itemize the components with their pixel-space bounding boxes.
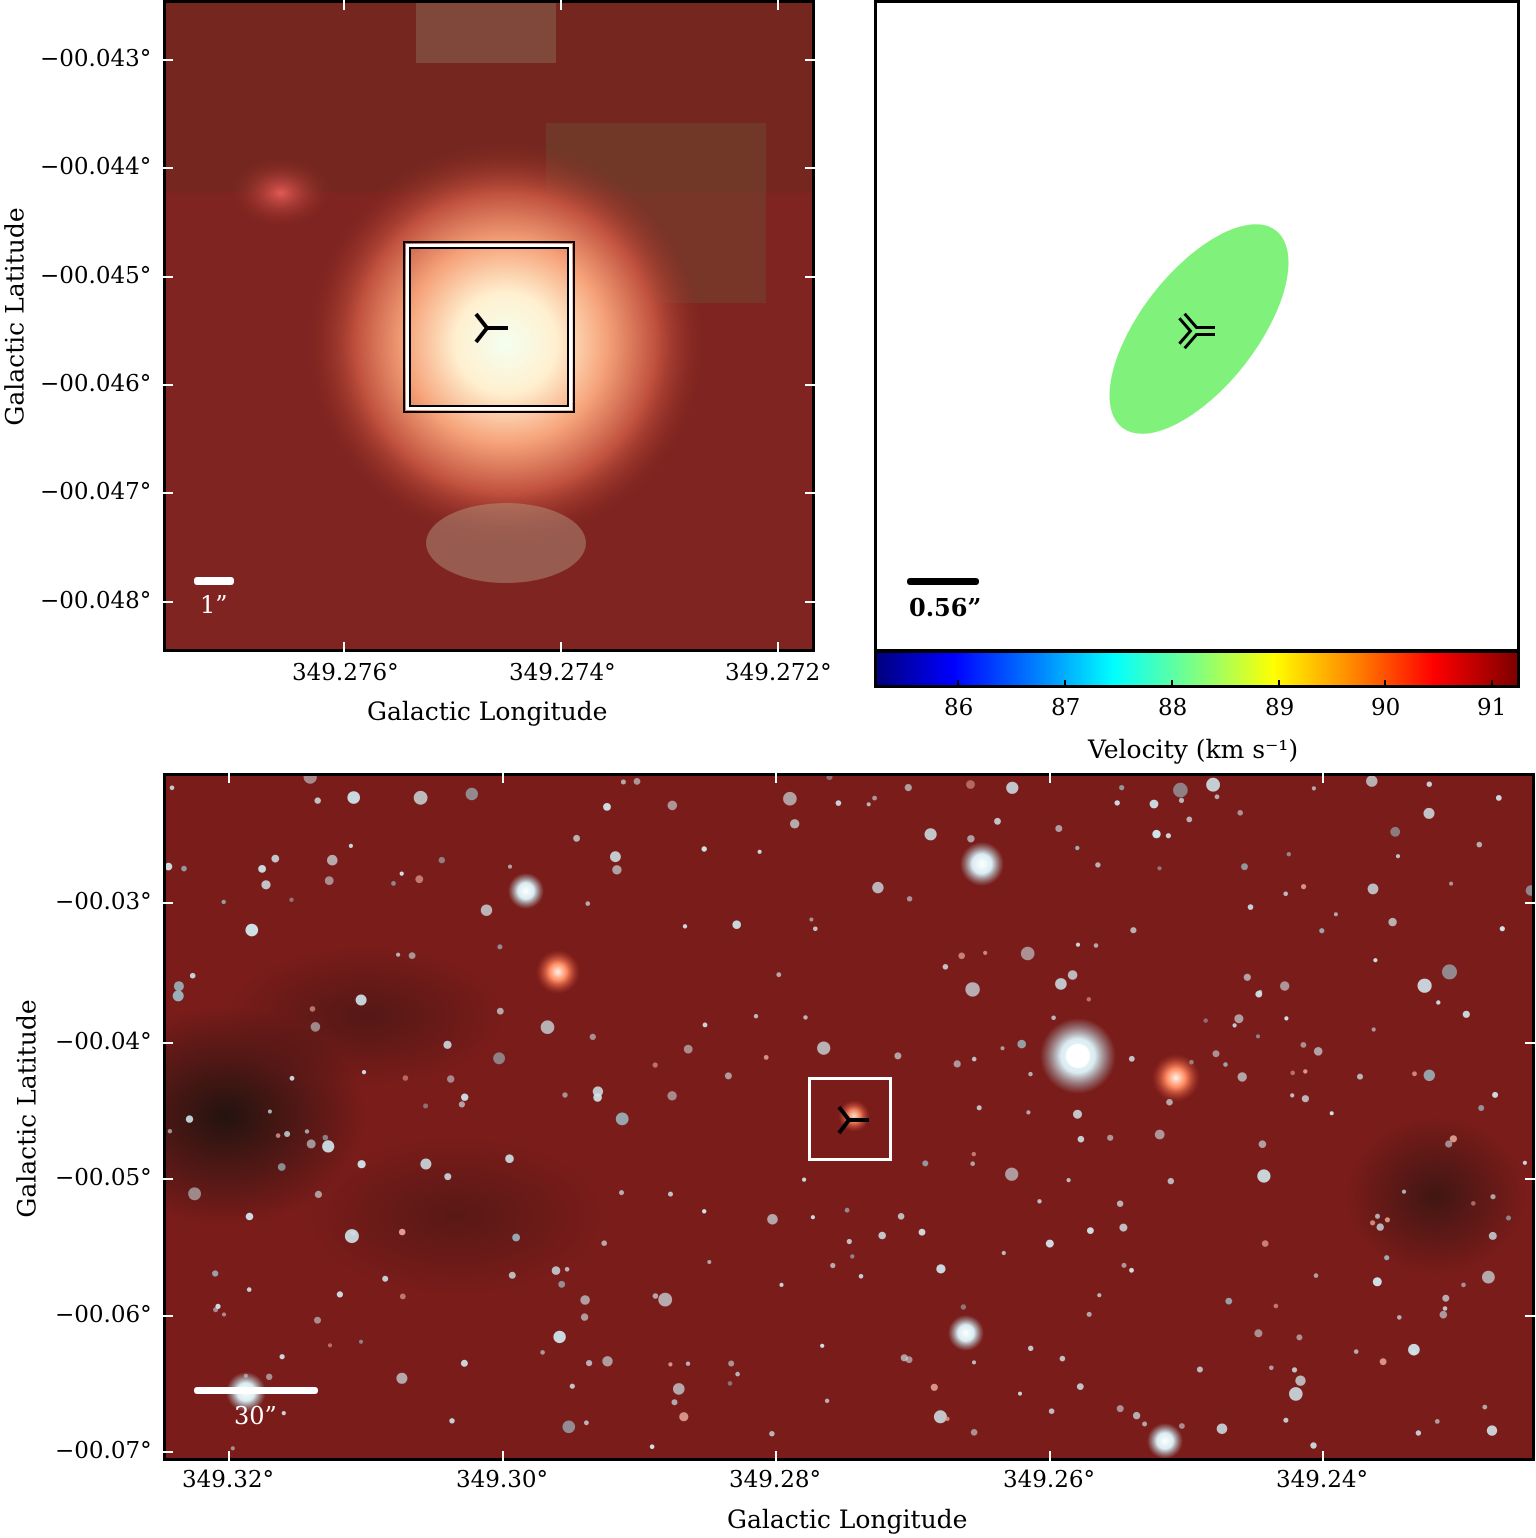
x-tick-label: 349.32° (182, 1467, 274, 1493)
x-axis-label: Galactic Longitude (367, 697, 608, 726)
source-marker (474, 312, 508, 344)
x-axis-label: Galactic Longitude (727, 1505, 968, 1534)
colorbar-tick-label: 86 (944, 695, 974, 721)
colorbar-tick-label: 89 (1265, 695, 1295, 721)
colorbar-label: Velocity (km s⁻¹) (1088, 735, 1299, 764)
scale-bar-label: 1” (200, 591, 228, 619)
x-tick-label: 349.26° (1003, 1467, 1095, 1493)
colorbar-tick-label: 91 (1477, 695, 1507, 721)
y-axis-label: Galactic Latitude (12, 999, 42, 1218)
zoom-image-panel: 1” (163, 0, 815, 652)
x-tick-label: 349.24° (1276, 1467, 1368, 1493)
zoom-box (403, 241, 575, 413)
bottom-ticks (163, 773, 1535, 1461)
y-tick-label: −00.07° (55, 1438, 152, 1464)
x-tick-label: 349.28° (729, 1467, 821, 1493)
y-tick-label: −00.048° (40, 588, 152, 614)
x-tick-label: 349.272° (725, 660, 832, 686)
scale-bar (907, 578, 979, 585)
x-tick-label: 349.276° (292, 660, 399, 686)
colorbar-tick-label: 90 (1371, 695, 1401, 721)
colorbar-ticks (957, 680, 1493, 688)
scale-bar (194, 1387, 318, 1394)
scale-bar (194, 577, 234, 585)
x-tick-label: 349.30° (456, 1467, 548, 1493)
y-tick-label: −00.044° (40, 154, 152, 180)
y-tick-label: −00.03° (55, 889, 152, 915)
wide-field-panel: 30” (163, 773, 1535, 1461)
velocity-map-panel: 0.56” (874, 0, 1520, 652)
scale-bar-label: 30” (234, 1402, 277, 1430)
source-marker (837, 1105, 869, 1135)
y-tick-label: −00.045° (40, 263, 152, 289)
colorbar (874, 650, 1520, 688)
y-tick-label: −00.04° (55, 1029, 152, 1055)
y-tick-label: −00.06° (55, 1302, 152, 1328)
y-tick-label: −00.047° (40, 479, 152, 505)
colorbar-tick-label: 87 (1051, 695, 1081, 721)
zoom-region-box (808, 1077, 892, 1161)
top-left-ticks (163, 0, 815, 652)
y-tick-label: −00.05° (55, 1165, 152, 1191)
x-tick-label: 349.274° (509, 660, 616, 686)
y-axis-label: Galactic Latitude (0, 207, 30, 426)
y-tick-label: −00.046° (40, 371, 152, 397)
colorbar-tick-label: 88 (1158, 695, 1188, 721)
y-tick-label: −00.043° (40, 46, 152, 72)
scale-bar-label: 0.56” (909, 593, 982, 622)
